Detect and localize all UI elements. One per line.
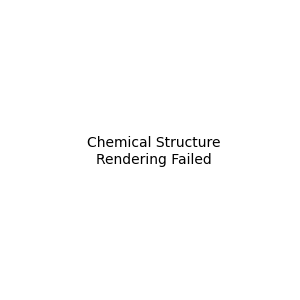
Text: Chemical Structure
Rendering Failed: Chemical Structure Rendering Failed	[87, 136, 220, 166]
